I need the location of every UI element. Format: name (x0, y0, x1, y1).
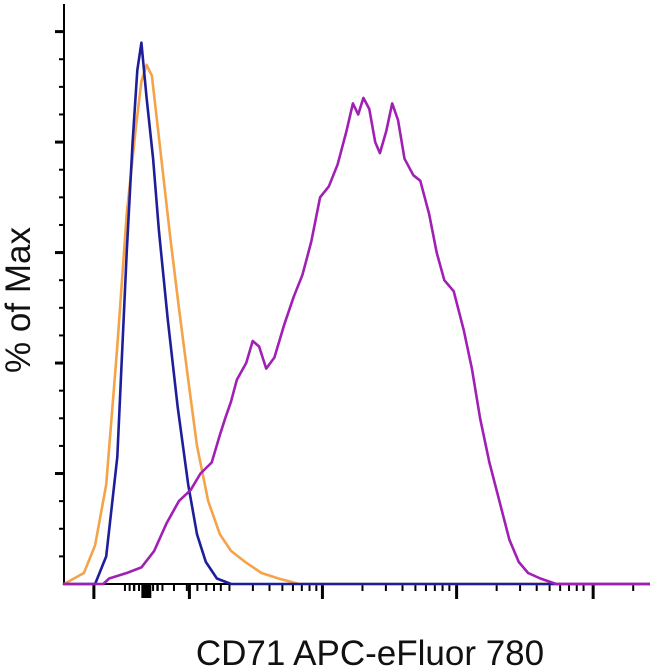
series-line-1 (62, 63, 650, 586)
series-line-3 (62, 96, 650, 586)
x-zero-tick-cluster (141, 584, 152, 598)
x-axis-label: CD71 APC-eFluor 780 (196, 634, 544, 671)
y-axis-label: % of Max (0, 227, 38, 373)
histogram-series (62, 41, 650, 586)
y-axis-ticks (55, 30, 64, 558)
x-axis-ticks (92, 584, 635, 599)
series-line-2 (62, 41, 650, 586)
plot-area (55, 4, 650, 599)
